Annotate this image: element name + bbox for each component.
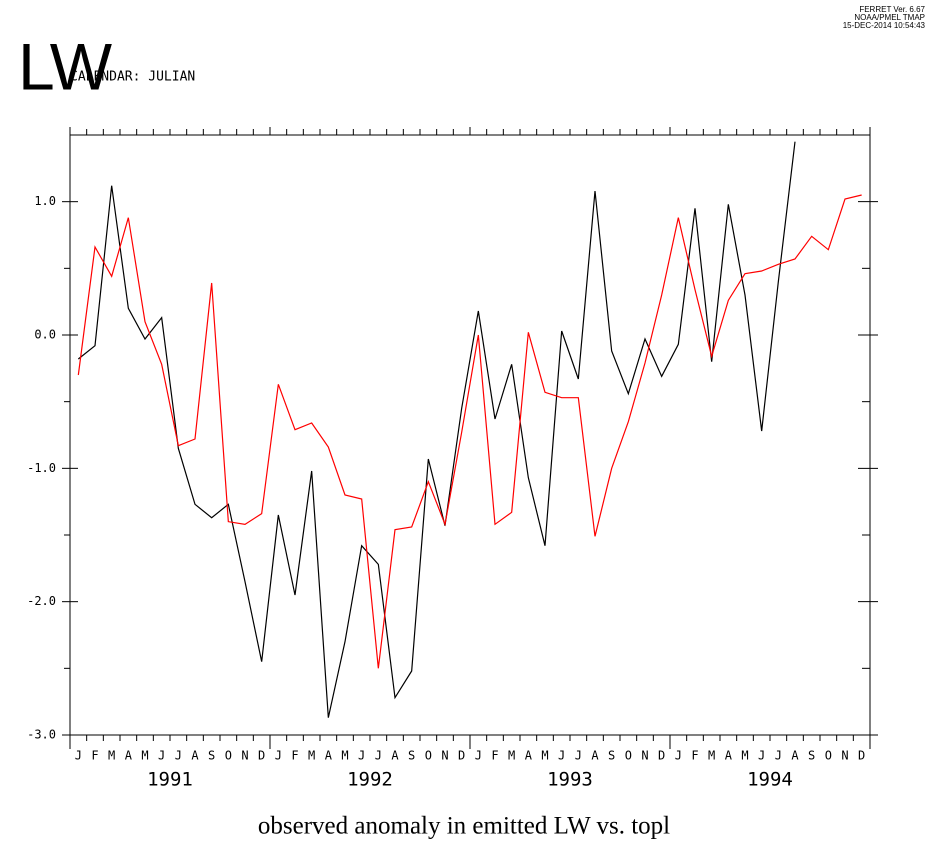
x-tick-label: M — [741, 749, 748, 763]
x-tick-label: M — [708, 749, 715, 763]
x-tick-label: A — [791, 749, 799, 763]
y-tick-label: 0.0 — [34, 328, 56, 342]
x-tick-label: J — [358, 749, 365, 763]
x-tick-label: A — [191, 749, 199, 763]
x-tick-label: S — [808, 749, 815, 763]
x-tick-label: O — [425, 749, 432, 763]
plot-frame — [69, 134, 871, 736]
x-tick-label: O — [625, 749, 632, 763]
x-tick-label: D — [458, 749, 465, 763]
x-tick-label: A — [725, 749, 733, 763]
x-tick-label: N — [841, 749, 848, 763]
x-tick-label: S — [408, 749, 415, 763]
x-tick-label: J — [575, 749, 582, 763]
year-label: 1993 — [547, 769, 593, 791]
x-tick-label: N — [241, 749, 248, 763]
y-tick-label: -2.0 — [27, 594, 56, 608]
x-tick-label: F — [491, 749, 498, 763]
x-tick-label: M — [341, 749, 348, 763]
x-tick-label: J — [758, 749, 765, 763]
year-label: 1991 — [147, 769, 193, 791]
y-tick-label: -1.0 — [27, 461, 56, 475]
x-tick-label: F — [91, 749, 98, 763]
x-tick-label: J — [375, 749, 382, 763]
x-tick-label: M — [141, 749, 148, 763]
x-tick-label: N — [441, 749, 448, 763]
x-tick-label: F — [691, 749, 698, 763]
x-tick-label: O — [225, 749, 232, 763]
x-tick-label: A — [325, 749, 333, 763]
x-tick-label: A — [391, 749, 399, 763]
x-tick-label: M — [541, 749, 548, 763]
x-tick-label: D — [258, 749, 265, 763]
x-tick-label: D — [858, 749, 865, 763]
x-tick-label: S — [608, 749, 615, 763]
x-tick-label: A — [525, 749, 533, 763]
x-tick-label: J — [675, 749, 682, 763]
year-label: 1992 — [347, 769, 393, 791]
x-tick-label: O — [825, 749, 832, 763]
x-tick-label: S — [208, 749, 215, 763]
x-tick-label: J — [275, 749, 282, 763]
x-tick-label: N — [641, 749, 648, 763]
annotation: 15-DEC-2014 10:54:43 — [843, 21, 926, 30]
x-tick-label: D — [658, 749, 665, 763]
y-tick-label: 1.0 — [34, 194, 56, 208]
x-tick-label: J — [475, 749, 482, 763]
x-tick-label: J — [558, 749, 565, 763]
x-tick-label: A — [591, 749, 599, 763]
y-tick-label: -3.0 — [27, 728, 56, 742]
data-line — [77, 141, 796, 718]
annotation: NOAA/PMEL TMAP — [854, 13, 925, 22]
x-tick-label: F — [291, 749, 298, 763]
x-tick-label: J — [175, 749, 182, 763]
x-axis-label: observed anomaly in emitted LW vs. topl — [258, 813, 670, 840]
x-tick-label: J — [158, 749, 165, 763]
year-label: 1994 — [747, 769, 793, 791]
x-tick-label: M — [308, 749, 315, 763]
data-line — [77, 194, 862, 669]
x-tick-label: J — [75, 749, 82, 763]
chart-title: LW — [18, 29, 113, 103]
chart-subtitle: CALENDAR: JULIAN — [70, 70, 195, 85]
annotation: FERRET Ver. 6.67 — [859, 5, 925, 14]
x-tick-label: M — [108, 749, 115, 763]
x-tick-label: A — [125, 749, 133, 763]
x-tick-label: J — [775, 749, 782, 763]
x-tick-label: M — [508, 749, 515, 763]
